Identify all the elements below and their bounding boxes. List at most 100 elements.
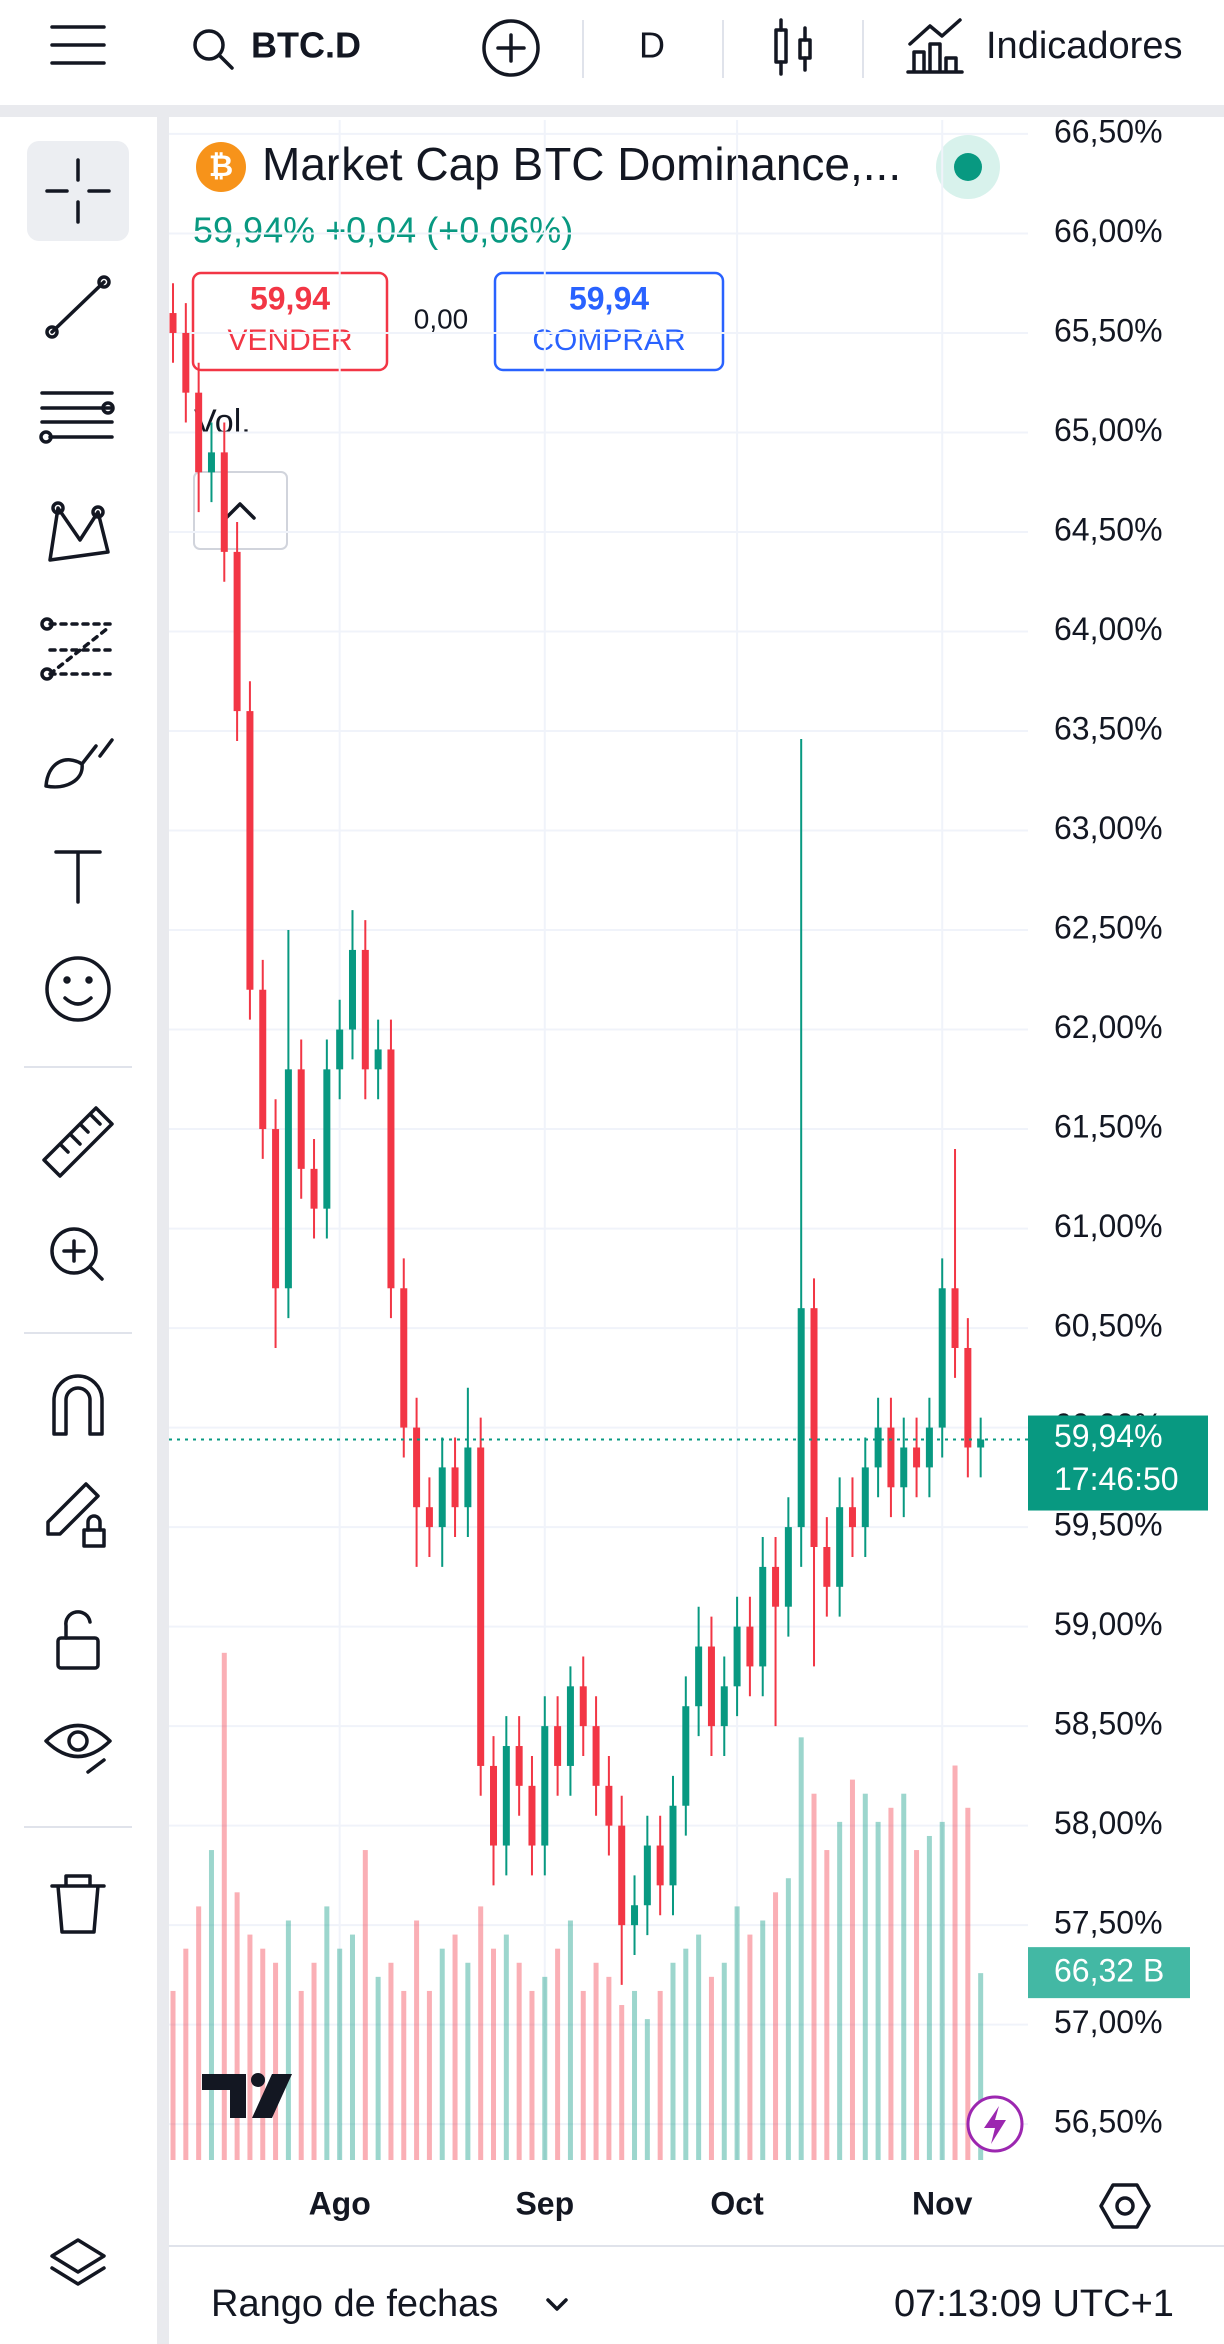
search-icon[interactable] bbox=[193, 29, 234, 70]
spread: 0,00 bbox=[414, 303, 469, 334]
divider bbox=[722, 20, 724, 78]
y-tick-label: 58,00% bbox=[1054, 1805, 1163, 1841]
indicators-icon[interactable] bbox=[906, 18, 964, 74]
candle-body bbox=[246, 711, 254, 990]
candle-body bbox=[964, 1347, 972, 1448]
sell-button[interactable] bbox=[191, 271, 389, 372]
candle-body bbox=[977, 1439, 985, 1448]
volume-bar bbox=[542, 1976, 548, 2160]
volume-bar bbox=[580, 1990, 586, 2160]
date-range[interactable]: Rango de fechas bbox=[211, 2283, 498, 2325]
volume-bar bbox=[593, 1962, 599, 2160]
tool-trendline[interactable] bbox=[45, 275, 111, 339]
y-tick-label: 63,00% bbox=[1054, 810, 1163, 846]
tool-fib[interactable] bbox=[39, 391, 115, 444]
candle-body bbox=[207, 452, 215, 473]
volume-bar bbox=[734, 1906, 740, 2160]
volume-bar bbox=[285, 1920, 291, 2160]
tool-delete[interactable] bbox=[50, 1874, 106, 1934]
volume-bar bbox=[503, 1934, 509, 2160]
volume-bar bbox=[644, 2019, 650, 2160]
last-price-label: 59,94% bbox=[1054, 1418, 1163, 1454]
add-symbol[interactable] bbox=[482, 19, 540, 77]
candle-body bbox=[669, 1805, 677, 1886]
y-tick-label: 64,50% bbox=[1054, 511, 1163, 547]
volume-bar bbox=[760, 1920, 766, 2160]
chart-type[interactable] bbox=[774, 18, 812, 76]
tool-brush[interactable] bbox=[44, 738, 114, 789]
tool-ruler[interactable] bbox=[42, 1106, 114, 1178]
y-tick-label: 63,50% bbox=[1054, 710, 1163, 746]
tool-forecast[interactable] bbox=[40, 617, 112, 681]
volume-bar bbox=[362, 1850, 368, 2160]
candle-body bbox=[374, 1049, 382, 1070]
volume-bar bbox=[837, 1821, 843, 2160]
tool-pattern[interactable] bbox=[48, 501, 110, 562]
volume-bar bbox=[670, 1962, 676, 2160]
candle-body bbox=[297, 1069, 305, 1169]
candle-body bbox=[913, 1447, 921, 1468]
countdown: 17:46:50 bbox=[1054, 1461, 1179, 1497]
lightning-button[interactable] bbox=[966, 2095, 1024, 2153]
candle-body bbox=[233, 551, 241, 712]
tool-cross[interactable] bbox=[45, 158, 111, 224]
sell-price[interactable]: 59,94 bbox=[250, 280, 330, 316]
volume-bar bbox=[914, 1850, 920, 2160]
volume-bar bbox=[683, 1948, 689, 2160]
tool-lock[interactable] bbox=[56, 1610, 100, 1670]
volume-bar bbox=[439, 1948, 445, 2160]
symbol[interactable]: BTC.D bbox=[251, 25, 361, 66]
buy-label[interactable]: COMPRAR bbox=[532, 324, 685, 357]
tool-zoom[interactable] bbox=[50, 1227, 104, 1281]
volume-bar bbox=[298, 1990, 304, 2160]
collapse-button[interactable] bbox=[193, 471, 288, 550]
sell-label[interactable]: VENDER bbox=[227, 324, 352, 357]
tool-lock-draw[interactable] bbox=[46, 1482, 106, 1548]
candle-body bbox=[682, 1706, 690, 1806]
settings-icon[interactable] bbox=[1099, 2183, 1151, 2229]
menu-button[interactable] bbox=[50, 25, 106, 65]
date-range-arrow[interactable] bbox=[546, 2298, 568, 2311]
y-tick-label: 62,00% bbox=[1054, 1009, 1163, 1045]
candle-body bbox=[938, 1288, 946, 1428]
volume-bar bbox=[465, 1962, 471, 2160]
tool-visibility[interactable] bbox=[44, 1723, 112, 1774]
chart-title: Market Cap BTC Dominance,... bbox=[262, 138, 901, 190]
candle-body bbox=[348, 949, 356, 1030]
object-tree[interactable] bbox=[50, 2238, 106, 2286]
candle-body bbox=[784, 1527, 792, 1607]
candle-body bbox=[169, 313, 177, 333]
tool-text[interactable] bbox=[54, 850, 102, 904]
volume-bar bbox=[952, 1765, 958, 2160]
top-separator bbox=[0, 105, 1224, 117]
volume-bar bbox=[260, 1948, 266, 2160]
buy-button[interactable] bbox=[493, 271, 725, 372]
candle-body bbox=[733, 1626, 741, 1687]
candle-body bbox=[836, 1507, 844, 1587]
collapse-arrow[interactable] bbox=[224, 502, 256, 520]
candle-body bbox=[425, 1507, 433, 1528]
volume-bar bbox=[273, 1962, 279, 2160]
volume-bar bbox=[529, 1990, 535, 2160]
active-tool-bg bbox=[27, 141, 129, 241]
buy-price[interactable]: 59,94 bbox=[569, 280, 649, 316]
volume-bar bbox=[978, 1973, 984, 2160]
price-change: 59,94% +0,04 (+0,06%) bbox=[193, 210, 573, 251]
volume-bar bbox=[491, 1948, 497, 2160]
volume-bar bbox=[606, 1976, 612, 2160]
candle-body bbox=[874, 1427, 882, 1468]
indicators[interactable]: Indicadores bbox=[986, 25, 1182, 67]
tool-emoji[interactable] bbox=[45, 956, 111, 1022]
candle-body bbox=[502, 1746, 510, 1846]
y-tick-label: 61,50% bbox=[1054, 1109, 1163, 1145]
interval[interactable]: D bbox=[639, 25, 665, 66]
tool-magnet[interactable] bbox=[52, 1374, 104, 1436]
candle-body bbox=[438, 1467, 446, 1528]
candle-body bbox=[195, 392, 203, 473]
candle-body bbox=[848, 1507, 856, 1528]
y-tick-label: 56,50% bbox=[1054, 2104, 1163, 2140]
x-tick-label: Oct bbox=[710, 2185, 764, 2221]
y-tick-label: 65,50% bbox=[1054, 312, 1163, 348]
y-tick-label: 59,50% bbox=[1054, 1507, 1163, 1543]
candle-body bbox=[605, 1785, 613, 1826]
